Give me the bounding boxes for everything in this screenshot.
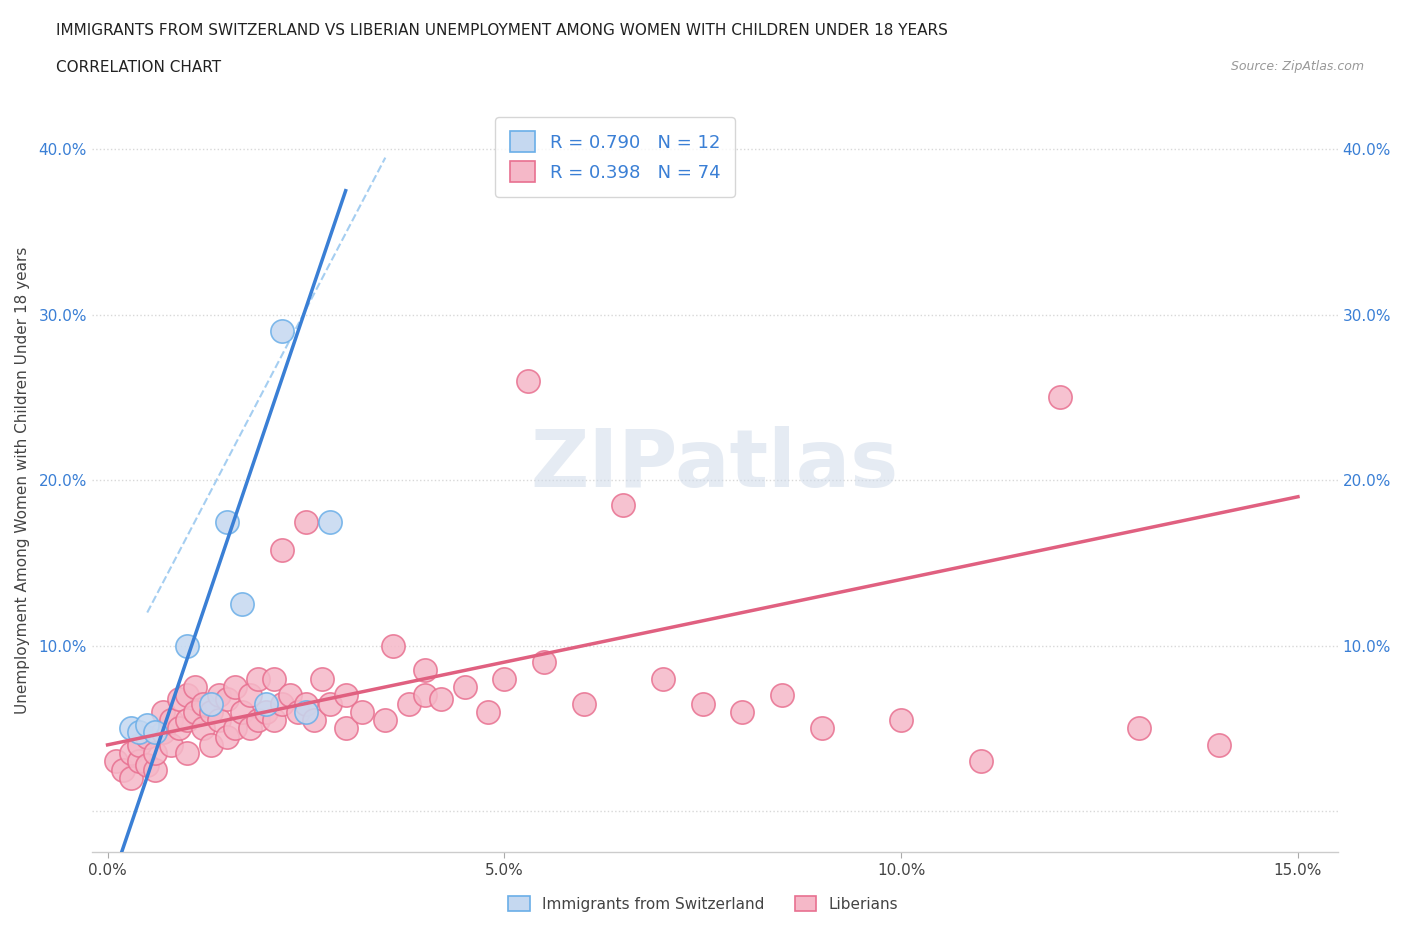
Point	[413, 688, 436, 703]
Point	[120, 746, 142, 761]
Point	[254, 704, 277, 719]
Point	[152, 724, 174, 739]
Point	[350, 704, 373, 719]
Point	[969, 754, 991, 769]
Point	[120, 721, 142, 736]
Point	[890, 712, 912, 727]
Point	[136, 729, 159, 744]
Point	[770, 688, 793, 703]
Point	[1049, 390, 1071, 405]
Point	[239, 721, 262, 736]
Legend: Immigrants from Switzerland, Liberians: Immigrants from Switzerland, Liberians	[502, 889, 904, 918]
Point	[176, 638, 198, 653]
Point	[454, 680, 477, 695]
Point	[494, 671, 516, 686]
Point	[239, 688, 262, 703]
Point	[254, 696, 277, 711]
Point	[398, 696, 420, 711]
Point	[572, 696, 595, 711]
Point	[477, 704, 499, 719]
Point	[810, 721, 832, 736]
Point	[128, 724, 150, 739]
Point	[136, 718, 159, 733]
Point	[1128, 721, 1150, 736]
Point	[263, 671, 285, 686]
Point	[160, 712, 183, 727]
Point	[224, 680, 246, 695]
Point	[120, 770, 142, 785]
Point	[215, 729, 238, 744]
Point	[247, 712, 270, 727]
Point	[612, 498, 634, 512]
Point	[160, 737, 183, 752]
Point	[374, 712, 396, 727]
Point	[263, 712, 285, 727]
Point	[271, 542, 294, 557]
Point	[143, 746, 166, 761]
Point	[128, 737, 150, 752]
Point	[382, 638, 405, 653]
Point	[335, 688, 357, 703]
Point	[208, 688, 231, 703]
Point	[167, 721, 190, 736]
Point	[176, 688, 198, 703]
Point	[128, 754, 150, 769]
Point	[311, 671, 333, 686]
Point	[430, 691, 453, 706]
Point	[247, 671, 270, 686]
Point	[533, 655, 555, 670]
Point	[278, 688, 301, 703]
Point	[231, 597, 253, 612]
Point	[517, 374, 540, 389]
Point	[184, 704, 207, 719]
Point	[224, 721, 246, 736]
Point	[295, 704, 318, 719]
Point	[335, 721, 357, 736]
Point	[176, 746, 198, 761]
Point	[413, 663, 436, 678]
Point	[1208, 737, 1230, 752]
Point	[104, 754, 127, 769]
Point	[319, 696, 342, 711]
Point	[271, 324, 294, 339]
Point	[208, 712, 231, 727]
Point	[136, 757, 159, 772]
Point	[295, 696, 318, 711]
Point	[167, 691, 190, 706]
Point	[176, 712, 198, 727]
Point	[731, 704, 754, 719]
Point	[652, 671, 675, 686]
Text: Source: ZipAtlas.com: Source: ZipAtlas.com	[1230, 60, 1364, 73]
Point	[215, 691, 238, 706]
Point	[143, 724, 166, 739]
Point	[112, 763, 135, 777]
Point	[200, 704, 222, 719]
Point	[191, 721, 214, 736]
Point	[302, 712, 325, 727]
Y-axis label: Unemployment Among Women with Children Under 18 years: Unemployment Among Women with Children U…	[15, 246, 30, 714]
Legend: R = 0.790   N = 12, R = 0.398   N = 74: R = 0.790 N = 12, R = 0.398 N = 74	[495, 117, 734, 196]
Point	[231, 704, 253, 719]
Point	[287, 704, 309, 719]
Point	[184, 680, 207, 695]
Point	[200, 737, 222, 752]
Text: IMMIGRANTS FROM SWITZERLAND VS LIBERIAN UNEMPLOYMENT AMONG WOMEN WITH CHILDREN U: IMMIGRANTS FROM SWITZERLAND VS LIBERIAN …	[56, 23, 948, 38]
Point	[191, 696, 214, 711]
Point	[215, 514, 238, 529]
Point	[692, 696, 714, 711]
Point	[143, 763, 166, 777]
Point	[152, 704, 174, 719]
Point	[319, 514, 342, 529]
Point	[271, 696, 294, 711]
Text: CORRELATION CHART: CORRELATION CHART	[56, 60, 221, 75]
Text: ZIPatlas: ZIPatlas	[530, 426, 898, 504]
Point	[295, 514, 318, 529]
Point	[200, 696, 222, 711]
